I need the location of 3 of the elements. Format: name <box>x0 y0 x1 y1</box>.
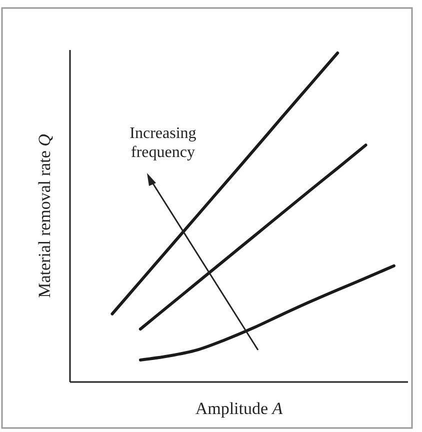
x-axis-title: Amplitude A <box>195 399 284 418</box>
y-axis-title: Material removal rate Q <box>35 134 54 298</box>
annotation: Increasing frequency <box>130 125 196 161</box>
